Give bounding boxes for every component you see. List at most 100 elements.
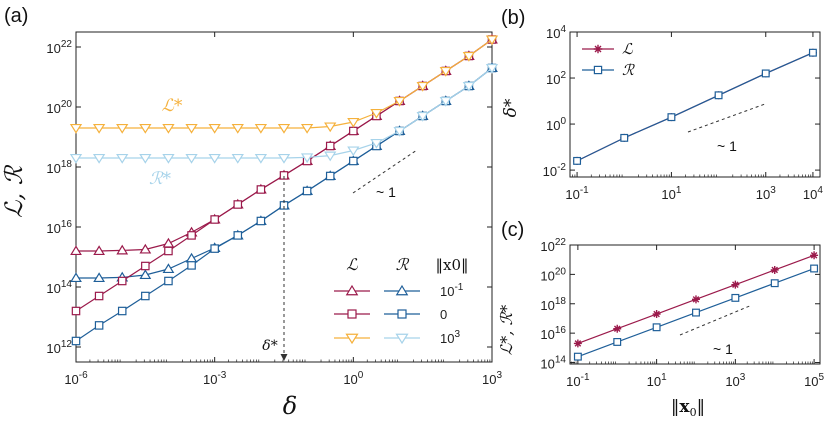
panel-c-x-tick-label: 103 [725,372,745,389]
panel-c-x-tick-label: 101 [647,372,667,389]
panel-b-slope-label: ~ 1 [717,138,737,154]
panel-a-series-4-line [76,39,493,129]
panel-a-series-2-point [279,171,289,180]
panel-a-series-1-point [70,272,82,283]
panel-a-series-5-point [347,146,360,157]
panel-a-series-2-point [210,215,219,224]
panel-a-series-0-point [93,245,106,256]
panel-a-series-4-point [347,117,360,128]
panel-a-series-2-point [164,246,173,256]
panel-b-label: (b) [501,7,525,29]
panel-a-series-4-point [393,96,406,107]
panel-b-x-tick-label: 104 [803,185,823,202]
panel-b-frame [569,31,821,178]
panel-c-y-tick-label: 1016 [540,325,566,342]
panel-a-legend-header-L: ℒ [346,255,358,274]
panel-a-legend-row-2-label: 103 [440,329,460,346]
panel-a-series-1-point [139,269,152,280]
panel-b-y-tick-label: 104 [546,24,566,41]
panel-c-y-tick-label: 1020 [540,266,566,283]
panel-a-series-3-point [94,321,104,330]
panel-a-series-1-point [93,272,106,283]
panel-a-series-3-point [302,186,312,196]
panel-a-series-0-point [70,245,82,256]
panel-b-series-1-point [808,48,817,57]
panel-a-series-4-point [485,35,499,46]
panel-a-y-tick-label: 1020 [46,99,72,116]
panel-a-series-1-point [162,263,175,274]
panel-c-label: (c) [501,219,524,241]
panel-a-lstar-label: ℒ* [162,96,183,116]
panel-c-series-1-point [573,352,582,361]
panel-a-series-5-point [300,153,314,164]
panel-a-series-4-point [416,81,429,92]
panel-c-series-0-point [613,324,622,333]
panel-a-series-4-point [69,123,83,134]
panel-a-series-4-point [231,123,244,134]
panel-a-series-3-point [325,171,335,181]
panel-a-legend-header-x0: ‖x0‖ [435,256,468,274]
panel-c-series-0-point [731,280,740,289]
panel-a-series-3-point [71,336,81,346]
panel-c-series-1-point [770,279,779,288]
panel-a-xlabel: δ [283,392,297,420]
panel-a-series-5-point [116,153,129,164]
panel-a-x-tick-label: 100 [343,370,363,387]
panel-a-x-tick-label: 10-6 [64,370,88,387]
panel-c-y-tick-label: 1014 [540,355,566,372]
panel-b-series-1-point [667,113,676,122]
panel-c-series-0-point [691,295,700,304]
panel-a-x-tick-label: 103 [482,370,502,387]
panel-a-legend-row-1-R-marker [397,309,407,319]
panel-b-y-tick-label: 100 [546,116,566,133]
panel-c-series-0-point [770,265,779,274]
panel-c-slope-label: ~ 1 [713,341,733,357]
panel-a-series-5-point [370,138,383,149]
panel-b-legend-1-marker [593,65,603,75]
panel-a-legend-row-0-label: 10-1 [440,282,464,299]
panel-c-series-1-point [810,264,819,273]
panel-a-series-5-point [254,153,268,164]
panel-a-series-2-point [187,231,196,240]
panel-a-series-2-point [256,185,266,194]
panel-b-series-1-point [761,69,770,78]
panel-a-delta-star-label: δ* [262,338,277,354]
panel-a-series-5-point [393,126,406,137]
panel-c-series-1-point [652,323,661,332]
panel-a-series-3-point [210,244,219,253]
panel-c-slope-guide [679,304,753,336]
panel-a-series-4-point [300,123,314,134]
panel-a-legend-row-2-L-marker [345,333,359,345]
panel-a-series-2-point [117,276,127,286]
panel-a-series-2-point [349,126,358,136]
panel-a-series-4-point [185,123,198,134]
panel-a-series-5-point [69,153,83,164]
panel-b-series-1-point [620,133,629,142]
panel-c-series-1-point [692,308,700,317]
panel-a-series-0-point [116,244,129,255]
panel-b-y-tick-label: 10-2 [543,162,567,179]
panel-b-x-tick-label: 103 [756,185,776,202]
panel-a-frame [75,31,493,363]
panel-a-y-tick-label: 1018 [46,159,72,176]
panel-a-series-0-point [162,237,175,248]
panel-a-series-4-point [92,123,106,134]
panel-a-delta-star-arrowhead [280,354,288,361]
panel-b-x-tick-label: 101 [661,185,681,202]
panel-a-series-1-point [185,252,198,263]
panel-b-y-tick-label: 102 [546,70,566,87]
panel-b-series-1-point [714,91,723,100]
panel-a-ylabel: ℒ, ℛ [0,164,28,218]
panel-a-series-5-point [231,153,244,164]
panel-a-series-3-point [187,261,196,270]
panel-c-x-tick-label: 10-1 [566,372,590,389]
panel-a-series-2-point [94,291,104,301]
panel-a-series-4-point [462,51,476,62]
panel-a-series-5-point [485,63,499,74]
panel-c-xlabel: ‖x0‖ [671,397,705,419]
panel-a-legend-row-0-R-marker [395,284,409,296]
panel-a-x-tick-label: 10-3 [203,370,227,387]
panel-a-series-5-point [439,96,452,107]
panel-b-legend-0-marker [593,44,603,54]
